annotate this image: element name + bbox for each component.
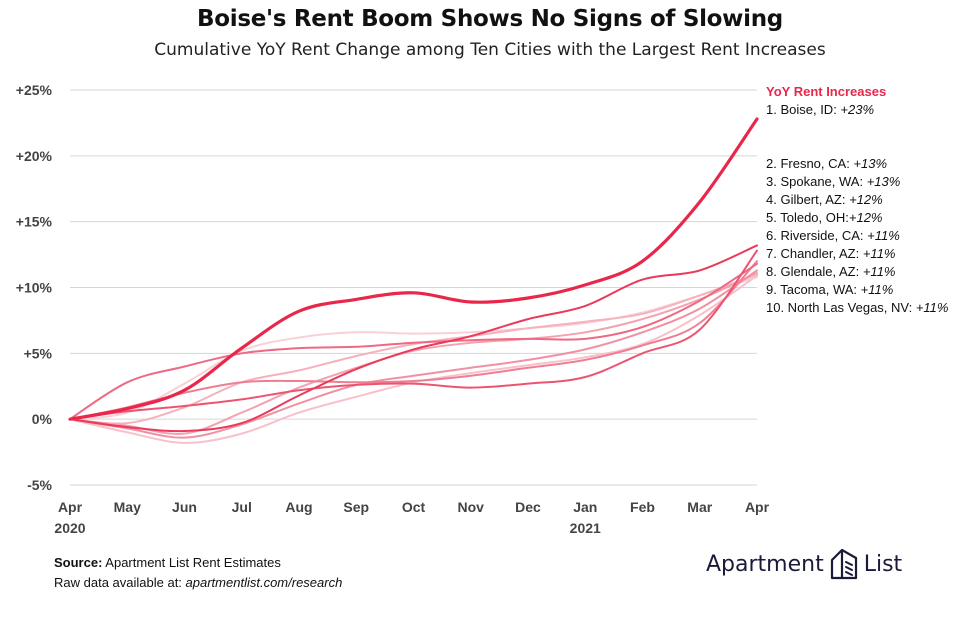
x-tick-label: Jun	[172, 499, 197, 515]
x-tick-label: Mar	[687, 499, 712, 515]
legend-item: 2. Fresno, CA: +13%	[766, 155, 948, 173]
y-tick-label: +10%	[16, 280, 53, 296]
series-line	[69, 244, 758, 433]
legend-item-value: +23%	[840, 102, 875, 117]
logo-text-right: List	[863, 551, 903, 577]
raw-data-prefix: Raw data available at:	[54, 575, 186, 590]
apartment-list-logo: Apartment List	[706, 548, 902, 580]
series-line	[68, 117, 759, 421]
y-tick-label: +5%	[24, 345, 53, 361]
series-line	[69, 260, 758, 421]
legend-item-label: 6. Riverside, CA:	[766, 228, 868, 243]
series-line	[69, 249, 758, 421]
series-line	[69, 273, 758, 425]
legend-item-value: +11%	[862, 264, 896, 279]
logo-text-left: Apartment	[706, 551, 824, 577]
legend-item-label: 9. Tacoma, WA:	[766, 282, 861, 297]
series-line	[69, 272, 758, 435]
x-tick-label: May	[114, 499, 141, 515]
x-tick-label: Jan	[573, 499, 597, 515]
legend-item: 3. Spokane, WA: +13%	[766, 173, 948, 191]
grid-lines	[70, 89, 757, 486]
legend-item: 7. Chandler, AZ: +11%	[766, 245, 948, 263]
y-tick-label: +15%	[16, 214, 53, 230]
y-tick-label: -5%	[27, 477, 52, 493]
chart-title: Boise's Rent Boom Shows No Signs of Slow…	[197, 6, 783, 32]
source-line: Source: Apartment List Rent Estimates	[54, 553, 342, 573]
x-tick-label: Oct	[402, 499, 426, 515]
legend-item: 10. North Las Vegas, NV: +11%	[766, 299, 948, 317]
y-axis-tick-labels: -5% 0% +5% +10% +15% +20% +25%	[16, 82, 53, 493]
legend: YoY Rent Increases 1. Boise, ID: +23% 2.…	[766, 83, 948, 317]
legend-item-label: 5. Toledo, OH:	[766, 210, 849, 225]
x-tick-label: Apr	[58, 499, 83, 515]
legend-item-value: +12%	[848, 210, 883, 225]
legend-item-label: 8. Glendale, AZ:	[766, 264, 863, 279]
y-tick-label: 0%	[32, 411, 53, 427]
legend-item-value: +11%	[860, 282, 894, 297]
raw-data-link[interactable]: apartmentlist.com/research	[185, 575, 343, 590]
legend-item: 6. Riverside, CA: +11%	[766, 227, 948, 245]
legend-item: 1. Boise, ID: +23%	[766, 101, 948, 119]
series-line	[69, 262, 758, 421]
legend-item: 4. Gilbert, AZ: +12%	[766, 191, 948, 209]
legend-item-value: +13%	[866, 174, 901, 189]
raw-data-line: Raw data available at: apartmentlist.com…	[54, 573, 342, 593]
legend-item-label: 7. Chandler, AZ:	[766, 246, 863, 261]
legend-item: 9. Tacoma, WA: +11%	[766, 281, 948, 299]
x-tick-label: Sep	[343, 499, 369, 515]
y-tick-label: +25%	[16, 82, 53, 98]
legend-item-label: 3. Spokane, WA:	[766, 174, 867, 189]
x-tick-label: Dec	[515, 499, 541, 515]
x-tick-label: Aug	[285, 499, 312, 515]
series-line	[69, 269, 758, 439]
legend-item-label: 4. Gilbert, AZ:	[766, 192, 850, 207]
source-note: Source: Apartment List Rent Estimates Ra…	[54, 553, 342, 593]
legend-item-label: 2. Fresno, CA:	[766, 156, 854, 171]
legend-item-label: 10. North Las Vegas, NV:	[766, 300, 916, 315]
chart-subtitle: Cumulative YoY Rent Change among Ten Cit…	[154, 40, 826, 60]
building-icon	[830, 548, 857, 580]
series-line	[69, 276, 758, 421]
legend-item-value: +12%	[849, 192, 883, 207]
source-text: Apartment List Rent Estimates	[102, 555, 281, 570]
x-tick-label: Nov	[458, 499, 485, 515]
source-label: Source:	[54, 555, 103, 570]
legend-item-value: +11%	[862, 246, 896, 261]
legend-item-value: +11%	[867, 228, 900, 243]
y-tick-label: +20%	[16, 148, 53, 164]
series-line	[69, 274, 758, 444]
legend-item: 5. Toledo, OH:+12%	[766, 209, 948, 227]
legend-item-value: +11%	[915, 300, 949, 315]
legend-item-label: 1. Boise, ID:	[766, 102, 841, 117]
x-year-label: 2021	[570, 520, 601, 536]
x-year-label: 2020	[54, 520, 85, 536]
x-tick-label: Jul	[232, 499, 252, 515]
legend-item-value: +13%	[853, 156, 888, 171]
legend-title: YoY Rent Increases	[766, 84, 887, 99]
legend-item: 8. Glendale, AZ: +11%	[766, 263, 948, 281]
x-axis-tick-labels: Apr 2020 May Jun Jul Aug Sep Oct Nov Dec Jan 2021 Fe…	[54, 499, 769, 536]
x-tick-label: Feb	[630, 499, 655, 515]
series-lines	[68, 117, 759, 444]
x-tick-label: Apr	[745, 499, 770, 515]
